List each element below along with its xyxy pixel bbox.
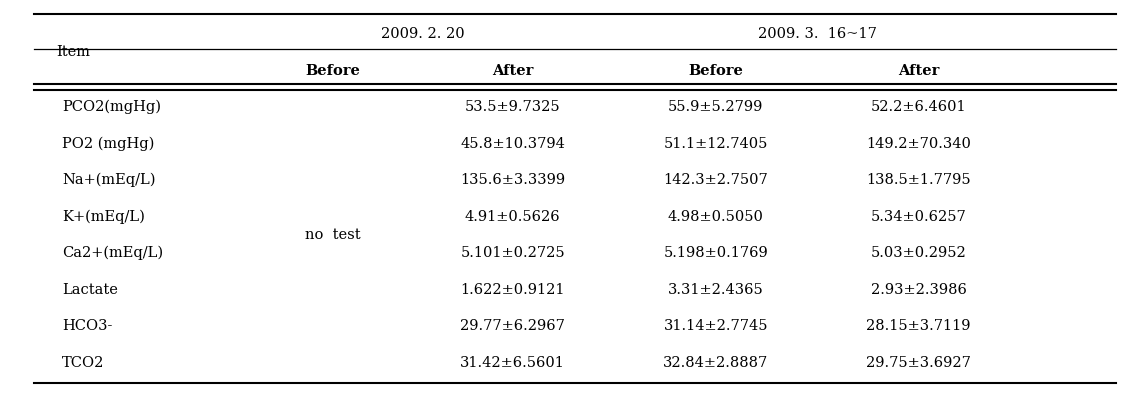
Text: 5.34±0.6257: 5.34±0.6257: [871, 210, 966, 224]
Text: 142.3±2.7507: 142.3±2.7507: [664, 173, 767, 187]
Text: After: After: [898, 64, 939, 77]
Text: 52.2±6.4601: 52.2±6.4601: [871, 100, 966, 114]
Text: no  test: no test: [304, 228, 361, 242]
Text: 3.31±2.4365: 3.31±2.4365: [668, 283, 763, 297]
Text: After: After: [492, 64, 533, 77]
Text: 28.15±3.7119: 28.15±3.7119: [867, 320, 970, 333]
Text: 31.42±6.5601: 31.42±6.5601: [460, 356, 566, 370]
Text: 31.14±2.7745: 31.14±2.7745: [664, 320, 767, 333]
Text: 32.84±2.8887: 32.84±2.8887: [663, 356, 769, 370]
Text: 135.6±3.3399: 135.6±3.3399: [460, 173, 566, 187]
Text: HCO3-: HCO3-: [62, 320, 113, 333]
Text: 2.93±2.3986: 2.93±2.3986: [870, 283, 967, 297]
Text: Before: Before: [689, 64, 743, 77]
Text: 2009. 2. 20: 2009. 2. 20: [381, 27, 464, 41]
Text: 4.98±0.5050: 4.98±0.5050: [667, 210, 764, 224]
Text: 5.101±0.2725: 5.101±0.2725: [461, 246, 565, 260]
Text: 45.8±10.3794: 45.8±10.3794: [460, 137, 566, 151]
Text: TCO2: TCO2: [62, 356, 105, 370]
Text: PO2 (mgHg): PO2 (mgHg): [62, 136, 154, 151]
Text: Item: Item: [56, 45, 90, 59]
Text: 53.5±9.7325: 53.5±9.7325: [465, 100, 560, 114]
Text: K+(mEq/L): K+(mEq/L): [62, 209, 145, 224]
Text: 55.9±5.2799: 55.9±5.2799: [668, 100, 763, 114]
Text: 5.03±0.2952: 5.03±0.2952: [871, 246, 966, 260]
Text: 1.622±0.9121: 1.622±0.9121: [461, 283, 565, 297]
Text: Lactate: Lactate: [62, 283, 118, 297]
Text: 29.77±6.2967: 29.77±6.2967: [460, 320, 566, 333]
Text: 2009. 3.  16~17: 2009. 3. 16~17: [757, 27, 877, 41]
Text: PCO2(mgHg): PCO2(mgHg): [62, 100, 161, 114]
Text: 138.5±1.7795: 138.5±1.7795: [867, 173, 970, 187]
Text: 51.1±12.7405: 51.1±12.7405: [664, 137, 767, 151]
Text: Ca2+(mEq/L): Ca2+(mEq/L): [62, 246, 163, 261]
Text: 29.75±3.6927: 29.75±3.6927: [866, 356, 971, 370]
Text: 149.2±70.340: 149.2±70.340: [866, 137, 971, 151]
Text: 4.91±0.5626: 4.91±0.5626: [465, 210, 560, 224]
Text: 5.198±0.1769: 5.198±0.1769: [664, 246, 767, 260]
Text: Na+(mEq/L): Na+(mEq/L): [62, 173, 156, 187]
Text: Before: Before: [305, 64, 360, 77]
